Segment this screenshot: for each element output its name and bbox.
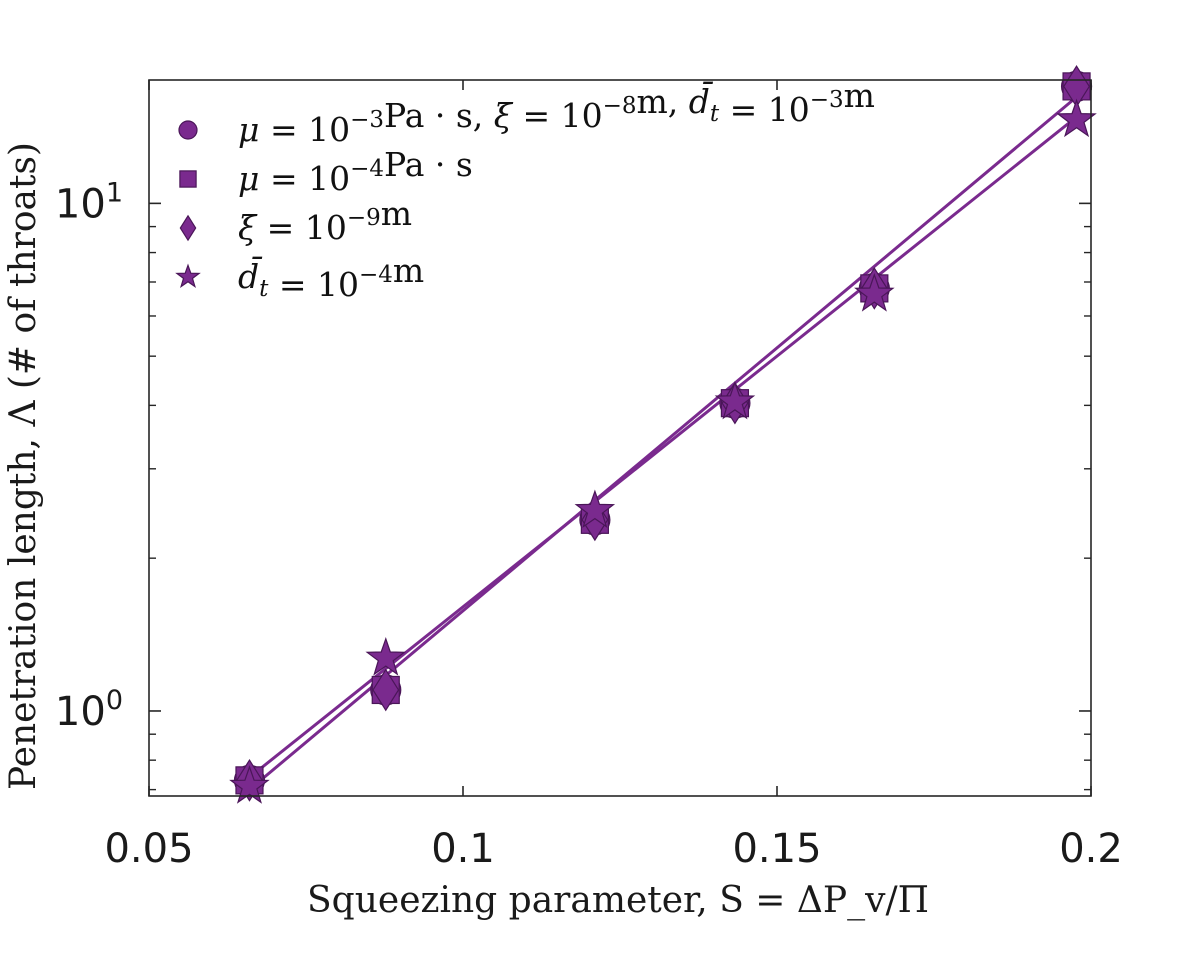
x-tick-label: 0.1 xyxy=(431,826,495,872)
legend-marker-diamond xyxy=(179,214,197,242)
y-tick-label: 100 xyxy=(55,685,123,735)
legend: μ = 10−3Pa · s, ξ = 10−8m, d̄t = 10−3mμ … xyxy=(175,76,875,304)
data-point-star xyxy=(574,489,616,528)
x-tick-label: 0.05 xyxy=(104,826,193,872)
data-markers xyxy=(229,65,1097,804)
data-point-star xyxy=(714,380,756,420)
axes: 0.05 0.1 0.15 0.2 100 101 xyxy=(55,79,1123,872)
legend-label: ξ = 10−9m xyxy=(238,194,412,247)
legend-item-square: μ = 10−4Pa · s xyxy=(179,145,473,198)
x-tick-label: 0.15 xyxy=(732,826,821,872)
legend-label: μ = 10−4Pa · s xyxy=(238,145,473,198)
axes-box xyxy=(148,79,1092,797)
legend-item-diamond: ξ = 10−9m xyxy=(179,194,412,247)
legend-item-circle: μ = 10−3Pa · s, ξ = 10−8m, d̄t = 10−3m xyxy=(178,76,875,149)
legend-marker-square xyxy=(179,170,197,188)
axis-titles: Squeezing parameter, S = ΔP_v/Π Penetrati… xyxy=(3,142,929,921)
x-tick-label: 0.2 xyxy=(1059,826,1123,872)
legend-item-star: d̄t = 10−4m xyxy=(175,251,424,304)
data-point-star xyxy=(229,765,270,804)
y-axis-title: Penetration length, Λ (# of throats) xyxy=(3,142,44,790)
x-axis-title: Squeezing parameter, S = ΔP_v/Π xyxy=(307,880,929,921)
legend-label: d̄t = 10−4m xyxy=(238,251,424,304)
data-point-star xyxy=(854,272,895,312)
data-point-diamond xyxy=(372,668,400,712)
legend-label: μ = 10−3Pa · s, ξ = 10−8m, d̄t = 10−3m xyxy=(238,76,875,149)
legend-marker-circle xyxy=(178,120,198,140)
data-point-star xyxy=(365,636,407,676)
plot-background xyxy=(149,80,1091,796)
y-tick-label: 101 xyxy=(55,177,123,227)
legend-marker-star xyxy=(175,263,201,288)
plot-area xyxy=(149,80,1091,796)
